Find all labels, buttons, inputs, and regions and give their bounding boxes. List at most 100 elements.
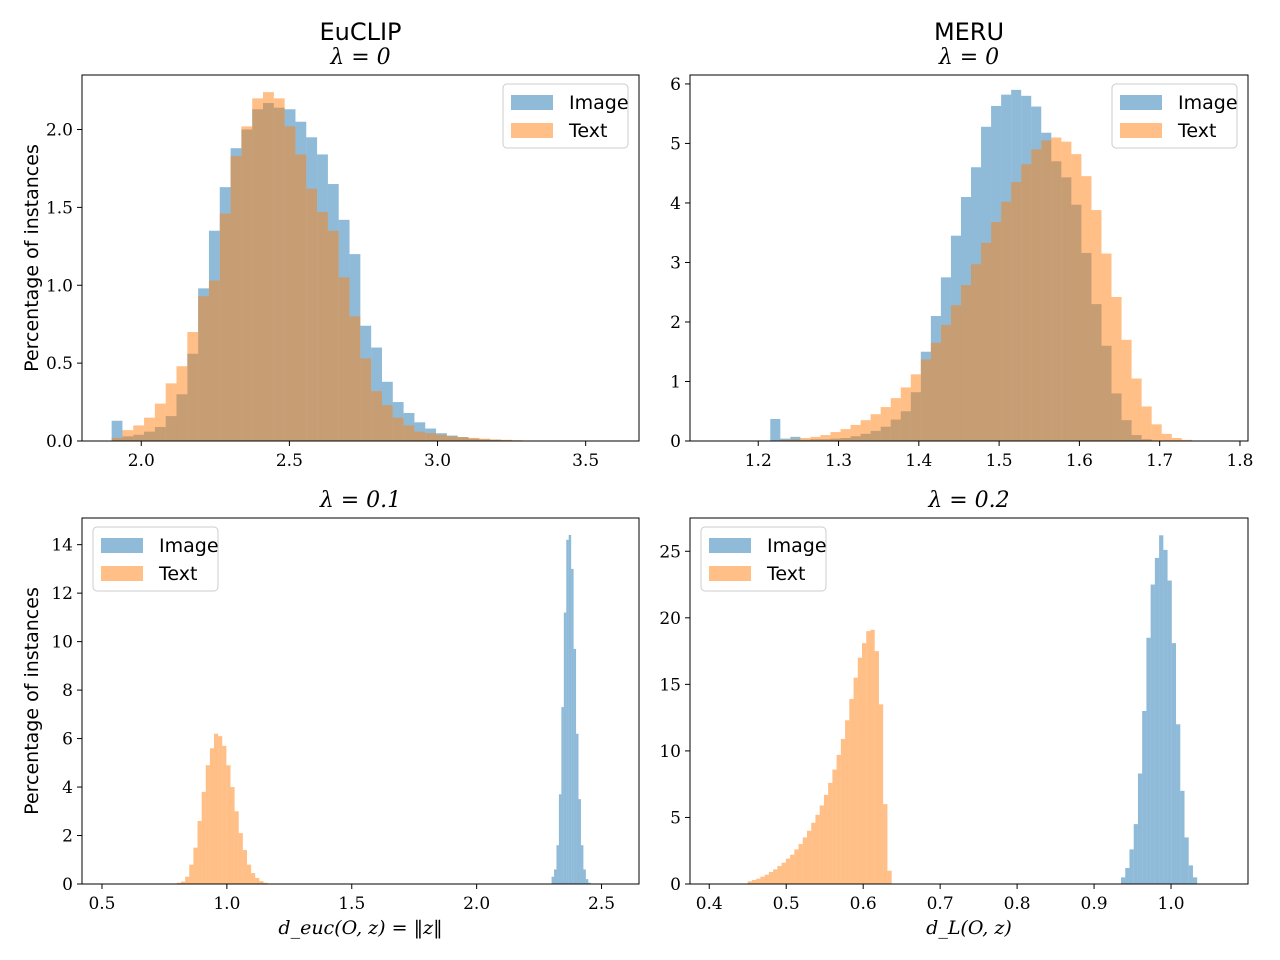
lambda-02-text-bar: [819, 805, 824, 884]
euclip-y-tick-label: 0.5: [46, 354, 73, 374]
lambda-01-y-tick-label: 12: [51, 584, 73, 604]
lambda-02-subtitle: λ = 0.2: [927, 488, 1009, 513]
lambda-01-legend: Image Text: [92, 526, 219, 592]
meru-text-bar: [991, 222, 1002, 441]
lambda-01-image-bar: [566, 539, 569, 884]
euclip-text-bar: [154, 403, 166, 441]
lambda-01-text-bar: [218, 736, 223, 884]
meru-legend-swatch-image: [1120, 95, 1162, 110]
meru-text-bar: [960, 285, 972, 441]
lambda-01-image-bar: [578, 799, 581, 884]
euclip-text-bar: [122, 430, 134, 441]
euclip-text-bar: [295, 154, 307, 441]
lambda-02-text-bar: [870, 629, 875, 884]
lambda-01-text-bar: [234, 811, 239, 884]
lambda-02-text-bar: [790, 854, 795, 884]
meru-text-bar: [1181, 439, 1192, 441]
euclip-text-bar: [208, 280, 220, 441]
lambda-01-text-bar: [176, 882, 182, 884]
lambda-02-text-bar: [887, 870, 892, 884]
lambda-01-text-bar: [197, 820, 202, 884]
lambda-02-legend: Image Text: [700, 526, 827, 592]
lambda-02-text-bar: [832, 769, 837, 884]
lambda-01-image-bar: [563, 612, 567, 884]
lambda-02-text-bar: [874, 651, 879, 884]
euclip-text-bar: [317, 212, 328, 441]
lambda-01-x-tick-label: 1.5: [338, 894, 365, 914]
lambda-01-y-tick-label: 6: [62, 730, 73, 750]
euclip-image-bar: [111, 420, 123, 441]
lambda-02-text-bar: [878, 704, 884, 884]
lambda-02-text-bar: [815, 814, 820, 884]
euclip-text-bar: [349, 316, 361, 441]
euclip-y-axis-label: Percentage of instances: [21, 144, 43, 372]
lambda-02-text-bar: [777, 866, 782, 884]
lambda-01-text-bar: [251, 873, 256, 884]
meru-text-bar: [840, 429, 851, 441]
meru-x-tick-label: 1.5: [986, 451, 1013, 471]
meru-text-bar: [1041, 140, 1052, 441]
lambda-01-legend-swatch-image: [101, 538, 143, 553]
lambda-02-image-bar: [1171, 643, 1177, 884]
lambda-01-bars: [176, 534, 591, 884]
lambda-01-image-bar: [568, 534, 572, 884]
meru-text-bar: [981, 242, 992, 441]
lambda-01-x-tick-label: 1.0: [213, 894, 240, 914]
euclip-text-bar: [230, 155, 242, 441]
lambda-02-image-bar: [1154, 557, 1160, 884]
lambda-01-text-bar: [226, 765, 231, 884]
lambda-02-x-tick-label: 0.6: [850, 894, 877, 914]
lambda-01-y-axis-label: Percentage of instances: [21, 587, 43, 815]
euclip-y-tick-label: 1.0: [46, 276, 73, 296]
euclip-text-bar: [263, 92, 274, 441]
euclip-y-tick-label: 2.0: [46, 121, 73, 141]
lambda-02-text-bar: [751, 880, 757, 884]
lambda-02-x-axis-label: d_L(O, z): [926, 917, 1012, 939]
meru-text-bar: [950, 305, 961, 441]
lambda-02-image-bar: [1167, 580, 1172, 884]
meru-text-bar: [1001, 201, 1012, 441]
lambda-01-subtitle: λ = 0.1: [319, 488, 401, 513]
lambda-02-image-bar: [1176, 724, 1181, 884]
lambda-02-y-tick-label: 15: [659, 675, 681, 695]
lambda-01-legend-label-image: Image: [159, 535, 219, 557]
euclip-text-bar: [133, 425, 145, 441]
meru-text-bar: [1031, 149, 1042, 441]
lambda-02-text-bar: [794, 849, 799, 884]
euclip-y-tick-label: 1.5: [46, 198, 73, 218]
lambda-01-image-bar: [571, 568, 574, 884]
meru-text-bar: [920, 359, 931, 441]
lambda-02-text-bar: [781, 862, 786, 884]
euclip-x-tick-label: 2.5: [276, 451, 303, 471]
meru-text-bar: [890, 398, 901, 441]
meru-y-tick-label: 3: [670, 253, 681, 273]
lambda-02-y-tick-label: 20: [659, 609, 681, 629]
lambda-02-image-bar: [1188, 865, 1193, 884]
lambda-01-image-bar: [576, 733, 579, 884]
euclip-text-bar: [219, 213, 231, 441]
lambda-02-image-bar: [1146, 637, 1151, 884]
lambda-02-image-bar: [1125, 868, 1130, 884]
euclip-x-tick-label: 3.0: [424, 451, 451, 471]
lambda-01-text-bar: [181, 881, 186, 884]
lambda-02-axes-frame: [689, 517, 1249, 885]
euclip-legend: Image Text: [502, 83, 629, 149]
lambda-01-axes-frame: [81, 517, 640, 885]
meru-image-bar: [790, 436, 801, 441]
lambda-01-x-tick-label: 2.5: [588, 894, 615, 914]
lambda-02-image-bar: [1133, 824, 1138, 884]
euclip-axes-frame: [81, 74, 640, 442]
meru-text-bar: [940, 324, 951, 441]
meru-text-bar: [1071, 154, 1082, 441]
meru-text-bar: [1061, 141, 1072, 441]
lambda-02-text-bar: [853, 677, 858, 884]
euclip-text-bar: [338, 277, 350, 441]
meru-y-tick-label: 0: [670, 432, 681, 452]
meru-text-bar: [870, 414, 881, 441]
meru-x-tick-label: 1.2: [745, 451, 772, 471]
lambda-01-text-bar: [246, 864, 252, 884]
lambda-02-image-bar: [1184, 837, 1189, 884]
lambda-01-image-bar: [551, 876, 555, 884]
lambda-02-text-bar: [840, 738, 846, 884]
